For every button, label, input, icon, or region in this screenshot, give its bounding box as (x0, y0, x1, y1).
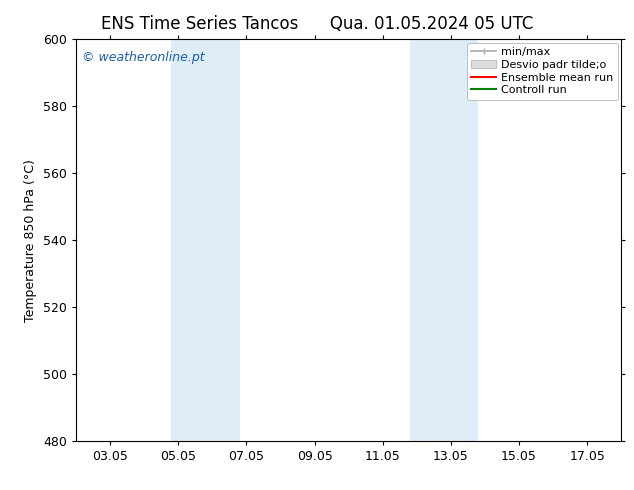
Y-axis label: Temperature 850 hPa (°C): Temperature 850 hPa (°C) (25, 159, 37, 321)
Legend: min/max, Desvio padr tilde;o, Ensemble mean run, Controll run: min/max, Desvio padr tilde;o, Ensemble m… (467, 43, 618, 100)
Bar (171, 39, 240, 441)
Text: ENS Time Series Tancos      Qua. 01.05.2024 05 UTC: ENS Time Series Tancos Qua. 01.05.2024 0… (101, 15, 533, 33)
Bar (410, 39, 478, 441)
Text: © weatheronline.pt: © weatheronline.pt (82, 51, 204, 64)
